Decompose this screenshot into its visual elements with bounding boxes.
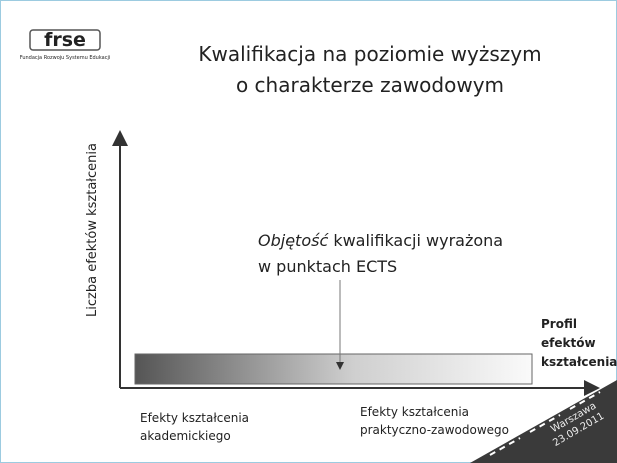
y-axis-label: Liczba efektów kształcenia: [85, 143, 100, 317]
profile-label: kształcenia: [541, 355, 617, 369]
profile-label: Profil: [541, 317, 577, 331]
x-label: akademickiego: [140, 429, 231, 443]
annotation-text: w punktach ECTS: [258, 257, 397, 276]
title-line: o charakterze zawodowym: [236, 73, 504, 97]
title-line: Kwalifikacja na poziomie wyższym: [198, 42, 541, 66]
logo-caption: Fundacja Rozwoju Systemu Edukacji: [20, 55, 111, 61]
x-label: Efekty kształcenia: [140, 411, 249, 425]
x-label: Efekty kształcenia: [360, 405, 469, 419]
annotation-text: kwalifikacji wyrażona: [328, 231, 503, 250]
x-label: praktyczno-zawodowego: [360, 423, 509, 437]
slide: frse Fundacja Rozwoju Systemu Edukacji K…: [0, 0, 617, 463]
annotation: Objętość kwalifikacji wyrażona: [258, 231, 503, 250]
annotation-emphasis: Objętość: [258, 231, 329, 250]
profile-bar: [135, 354, 532, 384]
logo-mark: frse: [44, 29, 86, 51]
profile-label: efektów: [541, 336, 596, 350]
logo: frse Fundacja Rozwoju Systemu Edukacji: [20, 29, 111, 61]
